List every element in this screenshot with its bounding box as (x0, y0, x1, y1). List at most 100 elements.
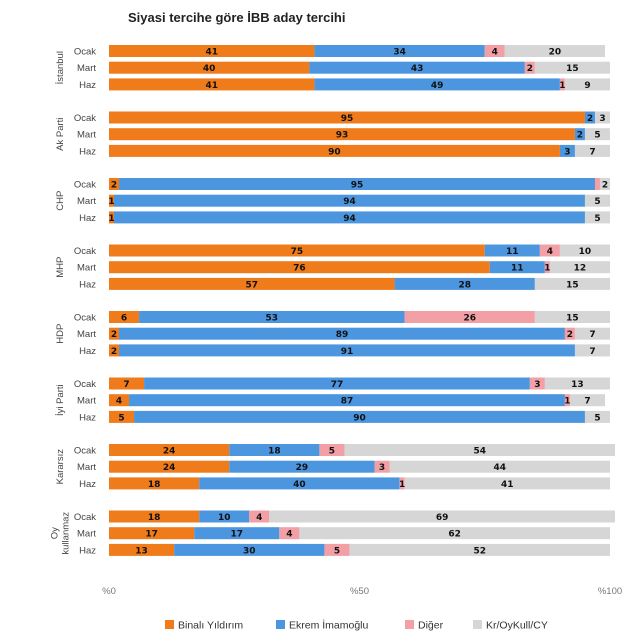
row-label: Ocak (74, 313, 96, 324)
data-label: 28 (458, 280, 471, 290)
bar-segment (109, 377, 145, 390)
bar-segment (114, 211, 585, 224)
data-label: 18 (148, 480, 161, 490)
data-label: 2 (527, 64, 533, 74)
data-label: 69 (436, 513, 449, 523)
data-label: 7 (589, 147, 595, 157)
legend-label: Binalı Yıldırım (178, 620, 243, 632)
legend-item: Diğer (405, 620, 444, 632)
row-label: Mart (77, 130, 96, 141)
row-label: Ocak (74, 512, 96, 523)
data-label: 1 (108, 214, 114, 224)
bar-segment (394, 277, 535, 290)
row-label: Haz (79, 545, 96, 556)
data-label: 34 (393, 48, 406, 58)
bar-segment (389, 460, 610, 473)
data-label: 2 (111, 347, 117, 357)
data-label: 26 (463, 314, 476, 324)
data-label: 1 (564, 397, 570, 407)
group-label: HDP (55, 324, 66, 344)
bar-segment (109, 45, 315, 57)
data-label: 17 (230, 530, 243, 540)
bar-segment (564, 78, 610, 91)
data-label: 4 (492, 48, 498, 58)
bar-segment (109, 211, 115, 224)
bar-segment (594, 111, 610, 124)
bar-segment (404, 477, 610, 490)
data-label: 94 (343, 197, 356, 207)
row-label: Ocak (74, 113, 96, 124)
row-label: Haz (79, 279, 96, 290)
data-label: 57 (246, 280, 259, 290)
data-label: 1 (399, 480, 405, 490)
group-label-line: Kararsız (55, 449, 66, 485)
bar-segment (309, 61, 525, 74)
group-label-line: İyi Parti (55, 384, 66, 416)
bar-segment (574, 128, 585, 141)
bar-segment (109, 344, 120, 357)
data-label: 93 (336, 131, 349, 141)
row-label: Ocak (74, 246, 96, 257)
group-label-line: HDP (55, 324, 66, 344)
data-label: 4 (116, 397, 122, 407)
data-label: 2 (567, 330, 573, 340)
row-label: Mart (77, 529, 96, 540)
bar-segment (484, 45, 505, 57)
bar-segment (314, 78, 560, 91)
bar-segment (584, 410, 610, 423)
data-label: 5 (594, 214, 600, 224)
data-label: 1 (108, 197, 114, 207)
x-tick-label: %0 (102, 586, 116, 597)
bar-segment (109, 178, 120, 190)
legend-item: Ekrem İmamoğlu (276, 619, 369, 632)
row-label: Haz (79, 479, 96, 490)
group-label-line: Oy (50, 527, 61, 539)
legend-label: Diğer (418, 620, 444, 632)
bar-segment (594, 178, 600, 190)
data-label: 95 (351, 181, 364, 191)
bar-group: İstanbul Ocak 41 34 4 20 Mart 40 43 2 15 Haz 41 49 1 9 (55, 45, 610, 91)
row-label: Mart (77, 329, 96, 340)
data-label: 5 (594, 197, 600, 207)
bar-segment (109, 444, 230, 456)
data-label: 29 (296, 463, 309, 473)
bar-segment (119, 327, 565, 340)
bar-segment (109, 311, 140, 323)
row-label: Ocak (74, 180, 96, 191)
bar-group: Oykullanmaz Ocak 18 10 4 69 Mart 17 17 4 62 Haz 13 30… (50, 510, 616, 556)
row-label: Ocak (74, 379, 96, 390)
data-label: 54 (473, 447, 486, 457)
group-label-line: MHP (55, 257, 66, 278)
data-label: 11 (506, 247, 519, 257)
bar-segment (269, 510, 616, 523)
bar-group: HDP Ocak 6 53 26 15 Mart 2 89 2 7 Haz 2 91 7 (55, 311, 610, 357)
data-label: 20 (549, 48, 562, 58)
bar-segment (134, 410, 585, 423)
bar-segment (559, 144, 575, 157)
bar-segment (529, 377, 545, 390)
data-label: 43 (411, 64, 424, 74)
legend-swatch (405, 620, 414, 629)
bar-segment (349, 543, 610, 556)
bar-group: CHP Ocak 2 95 2 Mart 1 94 5 Haz 1 94 5 (55, 178, 610, 224)
legend-label: Ekrem İmamoğlu (289, 619, 369, 632)
data-label: 75 (291, 247, 304, 257)
data-label: 3 (564, 147, 570, 157)
bar-segment (109, 394, 130, 407)
bar-segment (229, 444, 320, 456)
data-label: 2 (111, 181, 117, 191)
data-label: 1 (559, 81, 565, 91)
bar-segment (559, 78, 565, 91)
data-label: 13 (135, 546, 148, 556)
row-label: Ocak (74, 446, 96, 457)
bar-segment (374, 460, 390, 473)
data-label: 15 (566, 64, 579, 74)
row-label: Mart (77, 396, 96, 407)
row-label: Mart (77, 196, 96, 207)
data-label: 12 (574, 264, 587, 274)
data-label: 41 (501, 480, 514, 490)
